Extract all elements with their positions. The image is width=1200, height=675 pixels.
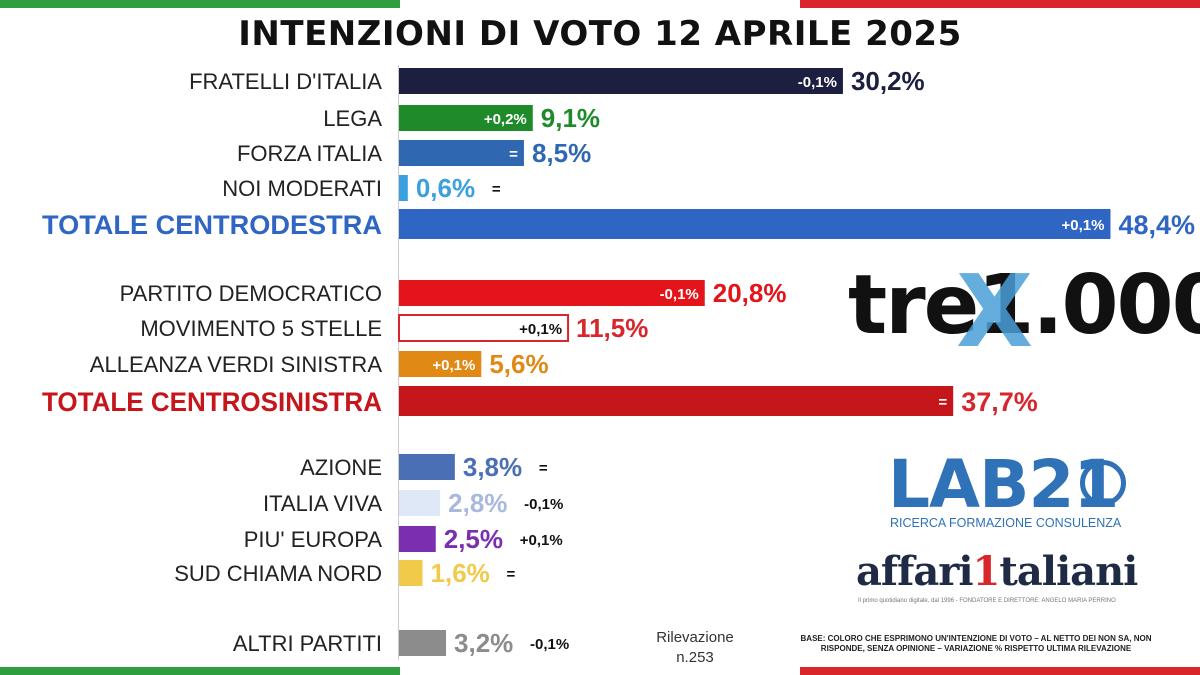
change-label: = xyxy=(539,460,548,477)
value-label: 2,5% xyxy=(444,524,503,554)
change-label: = xyxy=(492,181,501,198)
value-label: 30,2% xyxy=(851,66,925,96)
logo-tre-number: 1.000 xyxy=(977,258,1200,353)
bar xyxy=(399,560,423,586)
bar xyxy=(399,351,482,377)
change-label: = xyxy=(507,566,516,583)
bar xyxy=(399,175,408,201)
value-label: 3,8% xyxy=(463,452,522,482)
flag-green xyxy=(0,667,400,675)
change-label: +0,1% xyxy=(520,532,563,549)
base-note: BASE: COLORO CHE ESPRIMONO UN'INTENZIONE… xyxy=(800,634,1152,654)
flag-stripe-top xyxy=(0,0,1200,8)
affari-logo-text-b: taliani xyxy=(999,548,1138,595)
change-label: +0,2% xyxy=(484,111,527,128)
flag-red xyxy=(800,0,1200,8)
value-label: 11,5% xyxy=(576,313,648,343)
category-label: MOVIMENTO 5 STELLE xyxy=(140,316,382,341)
tre-x-1000-logo: tre1.000 X xyxy=(848,258,1200,362)
chart-title: INTENZIONI DI VOTO 12 APRILE 2025 xyxy=(238,14,962,54)
category-label: AZIONE xyxy=(300,455,382,480)
logo-tre-text: tre xyxy=(848,258,979,353)
category-label: TOTALE CENTROSINISTRA xyxy=(42,387,382,417)
category-label: ALTRI PARTITI xyxy=(233,631,382,656)
category-label: FORZA ITALIA xyxy=(237,141,382,166)
flag-white xyxy=(400,667,800,675)
flag-white xyxy=(400,0,800,8)
value-label: 9,1% xyxy=(541,103,600,133)
category-label: TOTALE CENTRODESTRA xyxy=(42,210,382,240)
value-label: 5,6% xyxy=(489,349,548,379)
change-label: = xyxy=(509,146,518,163)
bar xyxy=(399,140,524,166)
value-label: 3,2% xyxy=(454,628,513,658)
category-label: ALLEANZA VERDI SINISTRA xyxy=(90,352,383,377)
value-label: 2,8% xyxy=(448,488,507,518)
affaritaliani-logo: affari1taliani Il primo quotidiano digit… xyxy=(856,552,1166,612)
affari-logo-text-a: affari xyxy=(856,548,974,595)
bar xyxy=(399,526,436,552)
value-label: 1,6% xyxy=(431,558,490,588)
affari-logo-one: 1 xyxy=(972,548,1001,595)
bar xyxy=(398,314,570,342)
rilevazione-number: Rilevazione n.253 xyxy=(640,628,750,669)
affari-subtitle: Il primo quotidiano digitale, dal 1996 -… xyxy=(858,598,1116,604)
rilevazione-label: Rilevazione xyxy=(656,629,734,646)
change-label: -0,1% xyxy=(798,74,837,91)
bar xyxy=(399,454,455,480)
category-label: PIU' EUROPA xyxy=(244,527,383,552)
lab21-subtitle: RICERCA FORMAZIONE CONSULENZA xyxy=(890,516,1122,530)
flag-red xyxy=(800,667,1200,675)
change-label: +0,1% xyxy=(519,321,562,338)
value-label: 8,5% xyxy=(532,138,591,168)
rilevazione-value: n.253 xyxy=(676,649,714,667)
lab21-logo: LAB21 RICERCA FORMAZIONE CONSULENZA xyxy=(888,452,1148,542)
value-label: 37,7% xyxy=(961,387,1038,417)
change-label: +0,1% xyxy=(432,357,475,374)
category-label: LEGA xyxy=(323,106,382,131)
category-label: NOI MODERATI xyxy=(222,176,382,201)
change-label: -0,1% xyxy=(524,496,563,513)
axis-baseline xyxy=(398,65,399,660)
flag-green xyxy=(0,0,400,8)
value-label: 48,4% xyxy=(1118,210,1195,240)
change-label: -0,1% xyxy=(660,286,699,303)
logo-tre-x-mark: X xyxy=(956,253,1034,370)
category-label: PARTITO DEMOCRATICO xyxy=(120,281,382,306)
change-label: +0,1% xyxy=(1062,217,1105,234)
lab21-chart-icon xyxy=(1080,460,1126,506)
change-label: -0,1% xyxy=(530,636,569,653)
bar xyxy=(399,386,954,416)
flag-stripe-bottom xyxy=(0,667,1200,675)
value-label: 20,8% xyxy=(713,278,787,308)
bar xyxy=(399,209,1111,239)
bar xyxy=(399,68,843,94)
bar xyxy=(399,105,533,131)
bar xyxy=(399,630,447,656)
bar xyxy=(399,280,705,306)
category-label: FRATELLI D'ITALIA xyxy=(189,69,382,94)
category-label: ITALIA VIVA xyxy=(263,491,382,516)
bar xyxy=(399,490,441,516)
category-label: SUD CHIAMA NORD xyxy=(174,561,382,586)
change-label: = xyxy=(938,394,947,411)
value-label: 0,6% xyxy=(416,173,475,203)
